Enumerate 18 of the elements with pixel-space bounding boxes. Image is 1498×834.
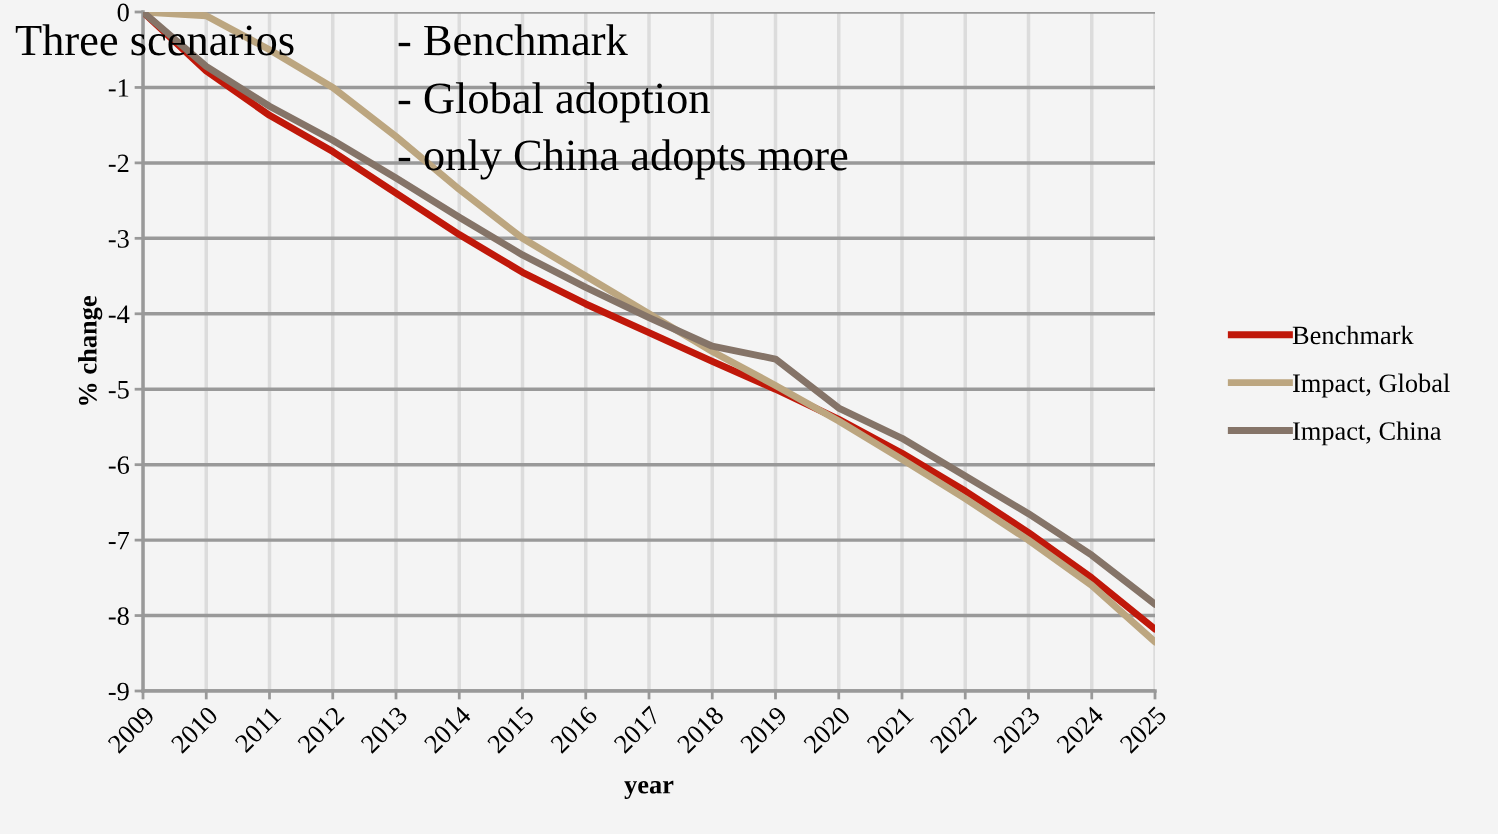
y-tick-label: -5 xyxy=(108,381,129,399)
y-tick-label: -4 xyxy=(108,305,130,323)
annotation: - only China adopts more xyxy=(398,139,848,180)
legend-label: Impact, China xyxy=(1292,421,1442,446)
annotation: - Benchmark xyxy=(398,24,628,56)
y-tick-label: -7 xyxy=(108,531,130,550)
y-tick-label: -8 xyxy=(108,607,129,625)
y-tick-label: 0 xyxy=(117,3,129,22)
y-tick-label: -9 xyxy=(108,682,129,701)
y-tick-label: -3 xyxy=(108,230,129,248)
annotation: - Global adoption xyxy=(398,82,710,123)
y-tick-label: -6 xyxy=(108,456,130,475)
x-axis-title: year xyxy=(624,780,674,800)
y-axis-title: % change xyxy=(78,296,103,405)
legend-label: Impact, Global xyxy=(1292,373,1450,398)
y-tick-label: -1 xyxy=(108,79,129,97)
y-tick-label: -2 xyxy=(108,154,129,173)
legend-label: Benchmark xyxy=(1292,325,1414,345)
